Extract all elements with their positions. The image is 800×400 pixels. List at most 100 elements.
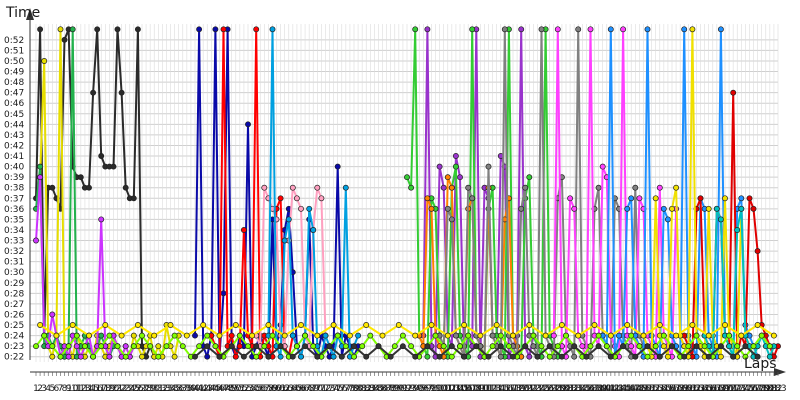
data-point [49, 311, 56, 318]
data-point [693, 332, 700, 339]
series-20 [37, 322, 777, 339]
data-point [391, 343, 398, 350]
x-tick-label: 6 [54, 384, 60, 394]
data-point [220, 26, 227, 33]
x-tick-label: 100 [431, 384, 448, 394]
x-tick-label: 86 [377, 384, 389, 394]
data-point [399, 332, 406, 339]
data-point [236, 343, 243, 350]
y-tick-label: 0:29 [4, 279, 24, 289]
data-point [738, 205, 745, 212]
data-point [408, 184, 415, 191]
x-tick-label: 166 [700, 384, 717, 394]
x-tick-label: 111 [476, 384, 493, 394]
data-point [750, 205, 757, 212]
data-point [681, 353, 688, 360]
data-point [693, 343, 700, 350]
data-point [216, 353, 223, 360]
data-point [179, 343, 186, 350]
series-line [422, 28, 543, 358]
data-point [734, 227, 741, 233]
x-tick-label: 56 [255, 384, 267, 394]
x-tick-label: 61 [275, 384, 286, 394]
data-point [98, 343, 105, 350]
x-tick-label: 118 [504, 384, 521, 394]
data-point [656, 184, 663, 191]
data-point [363, 353, 370, 360]
y-tick-label: 0:40 [4, 163, 24, 173]
data-point [485, 163, 492, 170]
series-8 [265, 26, 362, 360]
data-point [269, 26, 276, 33]
x-tick-label: 97 [422, 384, 433, 394]
data-point [510, 332, 516, 339]
data-point [664, 216, 671, 223]
data-point [236, 332, 243, 339]
x-tick-label: 115 [492, 384, 509, 394]
x-tick-label: 16 [91, 384, 103, 394]
data-point [245, 121, 251, 128]
data-point [253, 353, 260, 360]
x-tick-label: 46 [214, 384, 226, 394]
x-tick-label: 29 [144, 384, 156, 394]
data-point [575, 26, 582, 33]
data-point [281, 332, 288, 339]
data-point [212, 343, 219, 350]
x-tick-label: 175 [737, 384, 754, 394]
data-point [192, 332, 198, 339]
x-tick-label: 156 [659, 384, 676, 394]
data-point [277, 353, 284, 360]
data-point [616, 332, 622, 339]
x-tick-label: 160 [676, 384, 693, 394]
data-point [738, 195, 745, 202]
data-point [53, 332, 60, 339]
data-point [489, 332, 496, 339]
x-tick-label: 117 [500, 384, 517, 394]
data-point [310, 343, 317, 350]
data-point [689, 26, 696, 33]
x-tick-label: 30 [149, 384, 161, 394]
x-tick-labels: 1234567891011121314151617181920212223242… [33, 372, 787, 394]
x-tick-label: 1 [33, 384, 39, 394]
data-point [253, 343, 260, 350]
data-point [501, 26, 508, 33]
data-point [599, 163, 606, 170]
x-tick-label: 120 [513, 384, 530, 394]
data-point [412, 332, 419, 339]
data-point [571, 343, 578, 350]
x-tick-label: 126 [537, 384, 554, 394]
y-tick-label: 0:52 [4, 36, 24, 46]
x-tick-label: 114 [488, 384, 505, 394]
data-point [628, 195, 635, 202]
data-point [571, 205, 578, 212]
data-point [412, 353, 419, 360]
data-point [298, 353, 304, 360]
data-point [281, 237, 288, 244]
x-tick-label: 52 [238, 384, 249, 394]
x-tick-label: 32 [157, 384, 168, 394]
x-tick-label: 34 [165, 384, 177, 394]
data-point [575, 332, 582, 339]
x-tick-label: 70 [312, 384, 324, 394]
x-tick-label: 133 [566, 384, 583, 394]
data-point [505, 343, 512, 350]
data-point [469, 26, 476, 33]
x-tick-label: 38 [181, 384, 193, 394]
x-tick-label: 180 [757, 384, 774, 394]
data-point [428, 205, 435, 212]
data-point [587, 26, 594, 33]
x-tick-label: 66 [295, 384, 307, 394]
data-point [98, 332, 105, 339]
data-point [526, 174, 533, 181]
data-point [493, 322, 500, 328]
data-point [652, 343, 659, 350]
x-tick-label: 177 [745, 384, 762, 394]
data-point [636, 343, 643, 350]
data-point [595, 184, 602, 191]
data-point [249, 332, 256, 339]
x-tick-label: 2 [37, 384, 43, 394]
data-point [167, 322, 174, 328]
x-tick-label: 129 [549, 384, 566, 394]
x-tick-label: 136 [578, 384, 595, 394]
x-tick-label: 152 [643, 384, 660, 394]
